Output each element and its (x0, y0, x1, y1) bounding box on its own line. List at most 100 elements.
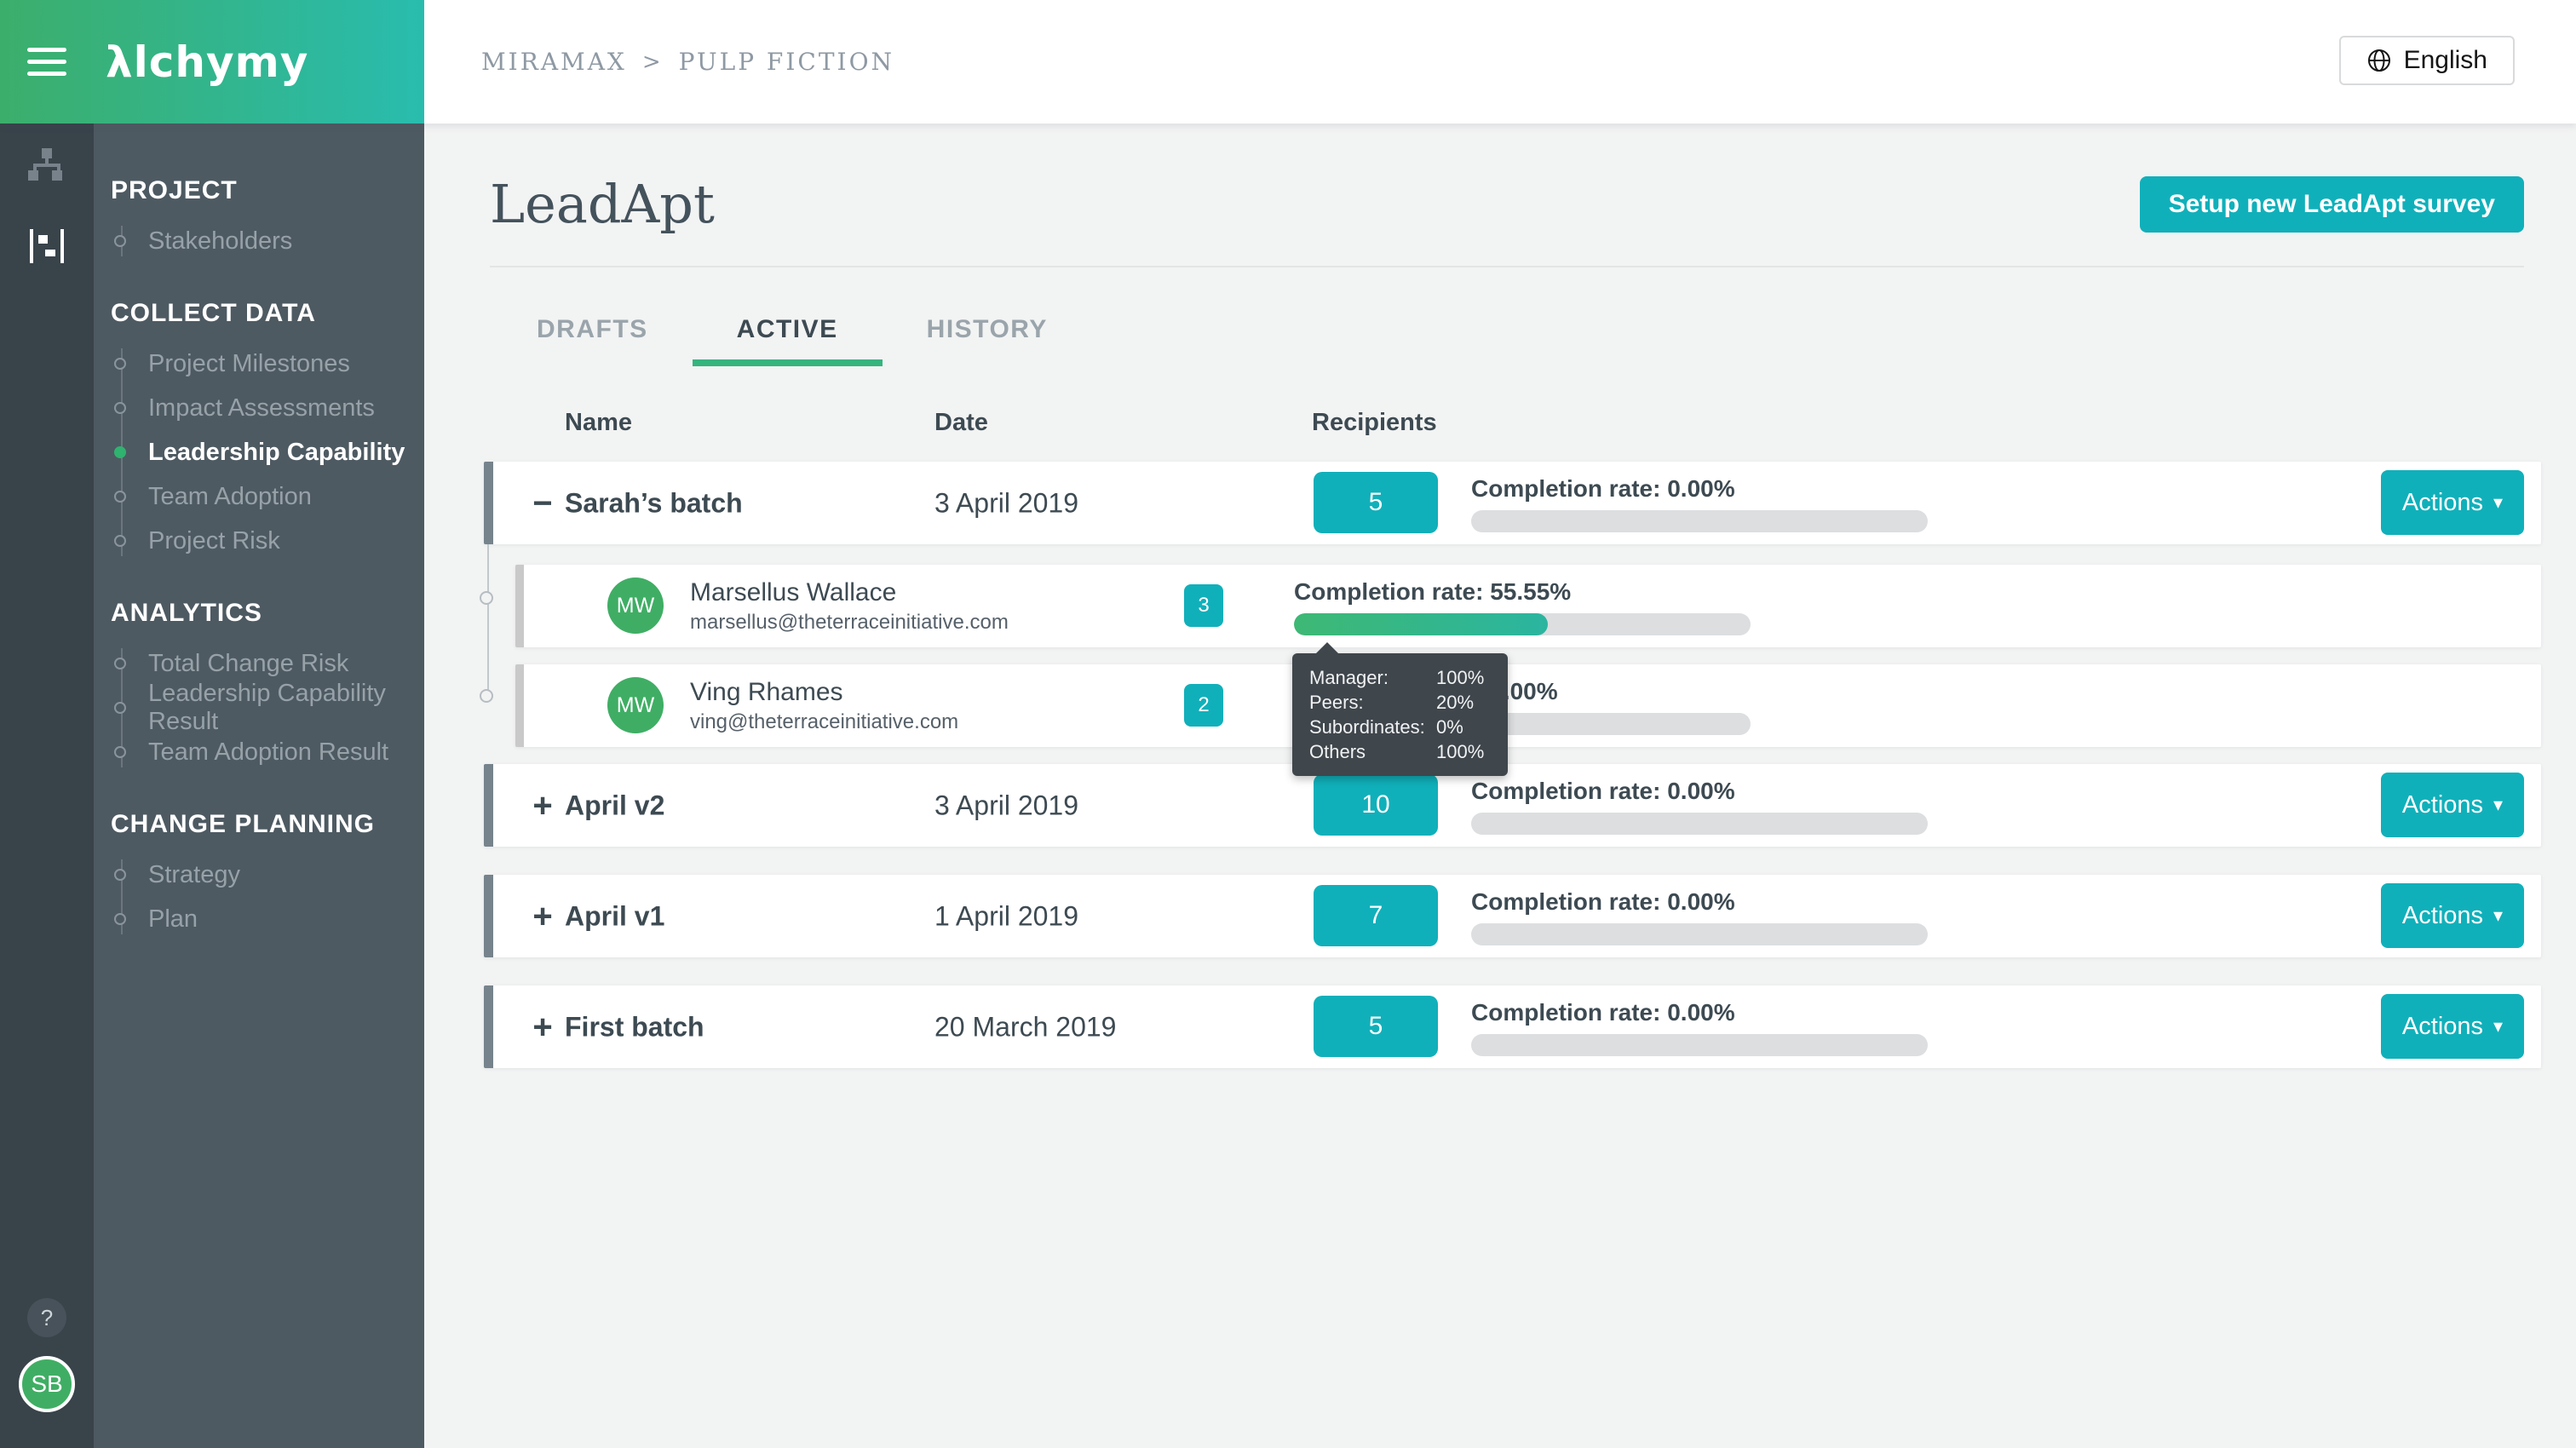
divider (490, 266, 2524, 267)
timeline-dot-icon (114, 535, 126, 547)
recipients-badge[interactable]: 5 (1314, 996, 1438, 1057)
sidebar-item-stakeholders[interactable]: Stakeholders (111, 219, 424, 263)
tooltip-value: 0% (1436, 716, 1463, 738)
timeline-dot-icon (114, 869, 126, 881)
sidebar-item-team-adoption-result[interactable]: Team Adoption Result (111, 730, 424, 774)
sidebar-item-project-risk[interactable]: Project Risk (111, 519, 424, 563)
timeline-dot-icon (114, 746, 126, 758)
sidebar-item-leadership-capability[interactable]: Leadership Capability (111, 430, 424, 474)
completion-block: Completion rate: 0.00% (1471, 999, 1928, 1056)
tooltip-label: Manager: (1309, 667, 1389, 688)
sidebar-item-label: Project Milestones (148, 349, 350, 377)
timeline-dot-icon (114, 658, 126, 669)
timeline-dot-icon (114, 402, 126, 414)
sidebar-item-leadership-capability-result[interactable]: Leadership Capability Result (111, 680, 424, 735)
section-title: COLLECT DATA (111, 299, 316, 327)
batch-date: 20 March 2019 (934, 1011, 1117, 1042)
tooltip-label: Peers: (1309, 692, 1364, 713)
completion-breakdown-tooltip: Manager: 100% Peers: 20% Subordinates: 0% O… (1292, 642, 1508, 776)
breadcrumb-item-project[interactable]: MIRAMAX (481, 48, 627, 76)
recipients-badge[interactable]: 10 (1314, 774, 1438, 836)
hamburger-menu-icon[interactable] (27, 40, 66, 83)
sidebar-section-analytics: ANALYTICS Total Change Risk Leadership C… (111, 599, 424, 774)
sidebar-item-total-change-risk[interactable]: Total Change Risk (111, 641, 424, 686)
sidebar-section-collect-data: COLLECT DATA Project Milestones Impact A… (111, 299, 424, 563)
sidebar-item-team-adoption[interactable]: Team Adoption (111, 474, 424, 519)
tooltip-value: 20% (1436, 692, 1475, 713)
survey-rows: − Sarah’s batch 3 April 2019 5 Completio… (480, 462, 2541, 1068)
expand-icon[interactable]: + (532, 897, 553, 935)
table-row-april-v2: + April v2 3 April 2019 10 Completion ra… (484, 764, 2541, 847)
actions-button[interactable]: Actions ▾ (2381, 883, 2524, 948)
sidebar-item-label: Impact Assessments (148, 394, 375, 422)
table-row-sarahs-batch: − Sarah’s batch 3 April 2019 5 Completio… (484, 462, 2541, 544)
recipients-badge[interactable]: 7 (1314, 885, 1438, 946)
actions-button[interactable]: Actions ▾ (2381, 470, 2524, 535)
completion-rate-label: Completion rate: 0.00% (1471, 999, 1735, 1026)
globe-icon (2366, 48, 2392, 73)
progress-bar (1471, 510, 1928, 532)
sidebar-section-change-planning: CHANGE PLANNING Strategy Plan (111, 810, 424, 941)
timeline-dot-icon (114, 235, 126, 247)
tooltip-label: Subordinates: (1309, 716, 1425, 738)
chevron-down-icon: ▾ (2493, 1015, 2504, 1037)
sidebar-section-project: PROJECT Stakeholders (111, 176, 424, 263)
sidebar-item-label: Team Adoption (148, 482, 312, 510)
progress-bar[interactable] (1294, 613, 1751, 635)
tab-bar: DRAFTS ACTIVE HISTORY (492, 315, 2576, 366)
expand-icon[interactable]: + (532, 786, 553, 825)
user-avatar[interactable]: SB (19, 1356, 75, 1412)
setup-new-survey-button[interactable]: Setup new LeadApt survey (2139, 175, 2524, 233)
recipients-badge[interactable]: 2 (1184, 684, 1223, 727)
recipients-badge[interactable]: 5 (1314, 472, 1438, 533)
avatar: MW (607, 677, 664, 733)
sidebar-item-project-milestones[interactable]: Project Milestones (111, 342, 424, 386)
language-button[interactable]: English (2338, 36, 2515, 85)
actions-button[interactable]: Actions ▾ (2381, 994, 2524, 1059)
sidebar-item-impact-assessments[interactable]: Impact Assessments (111, 386, 424, 430)
progress-bar (1471, 1034, 1928, 1056)
actions-button[interactable]: Actions ▾ (2381, 773, 2524, 837)
sidebar-item-plan[interactable]: Plan (111, 897, 424, 941)
tab-active[interactable]: ACTIVE (692, 315, 883, 366)
section-title: ANALYTICS (111, 599, 262, 627)
recipient-email: marsellus@theterraceinitiative.com (690, 611, 1009, 634)
main-content: LeadApt Setup new LeadApt survey DRAFTS … (424, 0, 2576, 1068)
tooltip-label: Others (1309, 741, 1366, 762)
top-header: λlchymy MIRAMAX > PULP FICTION English (0, 0, 2576, 124)
language-label: English (2403, 46, 2487, 74)
progress-bar (1471, 813, 1928, 835)
expand-icon[interactable]: + (532, 1008, 553, 1046)
batch-name: April v1 (565, 900, 665, 931)
tab-drafts[interactable]: DRAFTS (537, 315, 648, 343)
sidebar-item-label: Stakeholders (148, 227, 293, 255)
sidebar-item-label: Plan (148, 905, 198, 933)
table-header: Name Date Recipients (484, 409, 2541, 440)
sidebar-item-strategy[interactable]: Strategy (111, 853, 424, 897)
tab-history[interactable]: HISTORY (926, 315, 1048, 343)
timeline-dot-icon (480, 689, 493, 703)
recipient-name: Ving Rhames (690, 678, 843, 706)
timeline-dot-icon (480, 591, 493, 605)
recipient-row-ving-rhames: MW Ving Rhames ving@theterraceinitiative… (515, 664, 2541, 747)
batch-name: First batch (565, 1011, 704, 1042)
sidebar-menu: PROJECT Stakeholders COLLECT DATA Projec… (94, 124, 424, 1448)
timeline-line (487, 544, 489, 698)
sidebar-item-label: Project Risk (148, 526, 280, 554)
timeline-dot-icon (114, 491, 126, 503)
collapse-icon[interactable]: − (532, 484, 553, 522)
recipients-badge[interactable]: 3 (1184, 584, 1223, 627)
sidebar-item-label: Team Adoption Result (148, 738, 389, 766)
help-button[interactable]: ? (27, 1298, 66, 1337)
sidebar-item-label: Leadership Capability (148, 438, 405, 466)
org-chart-icon[interactable] (0, 124, 94, 205)
leadapt-surveys-icon[interactable] (0, 205, 94, 287)
actions-label: Actions (2401, 1012, 2484, 1040)
section-title: PROJECT (111, 176, 238, 204)
table-row-first-batch: + First batch 20 March 2019 5 Completion… (484, 985, 2541, 1068)
actions-label: Actions (2401, 488, 2484, 516)
progress-fill (1294, 613, 1548, 635)
completion-block: Completion rate: 0.00% (1471, 475, 1928, 532)
batch-name: Sarah’s batch (565, 487, 743, 518)
brand-area: λlchymy (0, 0, 424, 124)
